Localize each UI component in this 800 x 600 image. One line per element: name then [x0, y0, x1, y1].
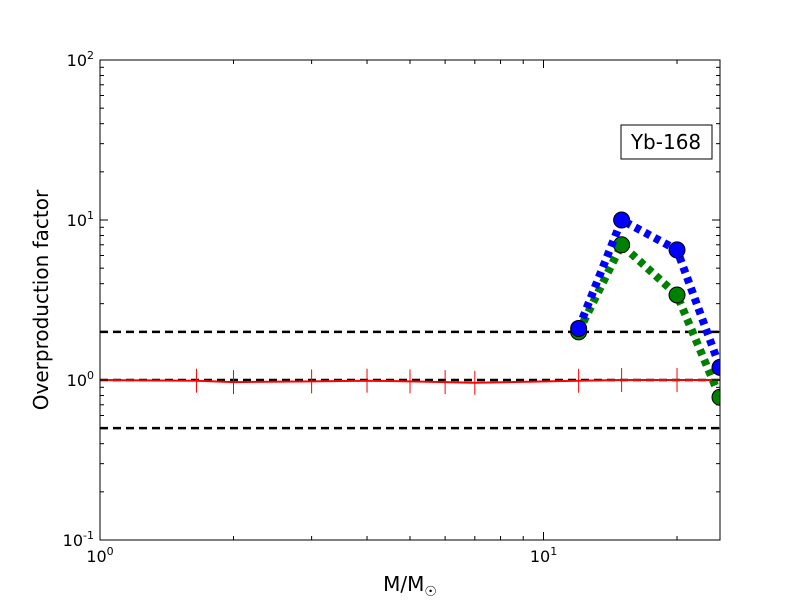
series-line	[574, 214, 720, 369]
data-point	[668, 241, 686, 259]
series-line	[100, 379, 720, 384]
plot-frame	[99, 59, 721, 541]
series-line	[575, 238, 720, 399]
data-point	[711, 358, 720, 376]
annotation-label: Yb-168	[630, 130, 701, 154]
major-ticks	[99, 59, 720, 541]
data-point	[613, 211, 631, 229]
y-tick-label: 102	[67, 49, 94, 70]
x-axis-label: M/M☉	[383, 572, 437, 600]
data-point	[668, 286, 686, 304]
data-point	[570, 319, 588, 337]
minor-ticks	[100, 60, 720, 540]
y-tick-label: 100	[67, 369, 94, 390]
plot-area	[100, 211, 720, 430]
y-tick-label: 101	[67, 209, 94, 230]
x-tick-label: 101	[530, 545, 557, 566]
data-point	[711, 388, 720, 406]
x-axis-label-main: M/M	[383, 572, 424, 596]
y-tick-label: 10-1	[63, 529, 94, 550]
x-axis-label-sub: ☉	[424, 584, 437, 600]
annotation-box: Yb-168	[620, 124, 713, 160]
x-tick-label: 100	[86, 545, 113, 566]
y-axis-label: Overproduction factor	[29, 189, 53, 410]
